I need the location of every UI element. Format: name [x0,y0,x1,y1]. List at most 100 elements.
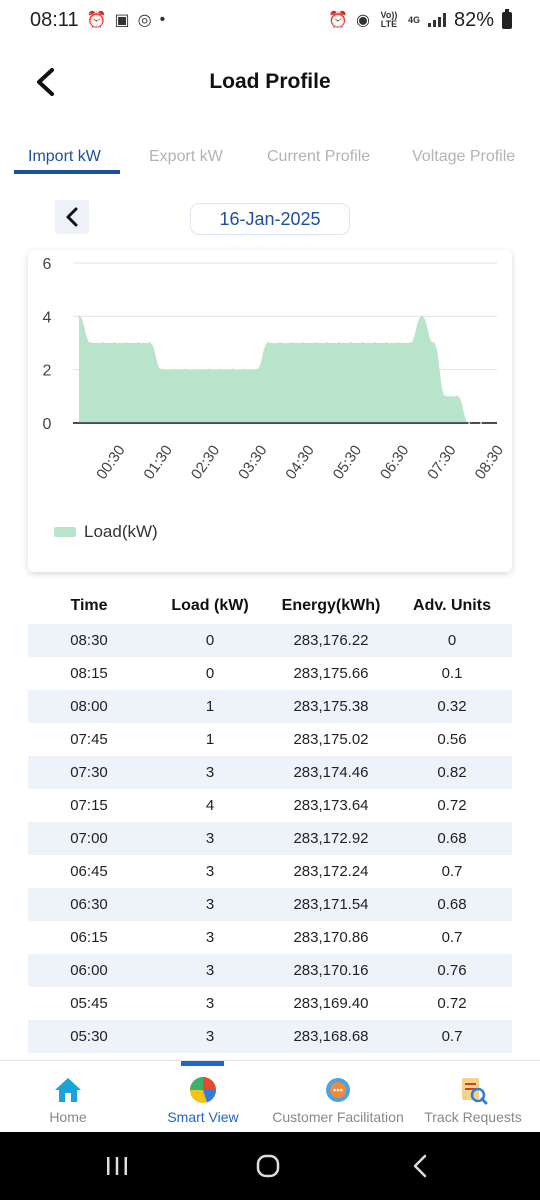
cell-energy: 283,168.68 [293,1028,369,1045]
cell-load: 3 [205,830,215,847]
column-header-load: Load (kW) [171,597,249,614]
back-system-button[interactable] [402,1150,438,1182]
table-row: 06:45 3 283,172.24 0.7 [28,855,512,888]
nav-smart-view[interactable]: Smart View [158,1061,248,1133]
cell-time: 08:30 [70,632,108,649]
cell-energy: 283,173.64 [293,797,369,814]
cell-energy: 283,171.54 [293,896,369,913]
cell-adv-units: 0 [447,632,457,649]
cell-time: 05:30 [70,1028,108,1045]
dot-icon: • [159,11,166,28]
nav-track-requests-label: Track Requests [424,1109,522,1125]
hotspot-icon: ◉ [355,12,370,29]
cell-adv-units: 0.32 [437,698,467,715]
home-circle-icon [256,1154,280,1178]
cell-adv-units: 0.72 [437,995,467,1012]
tab-import-kw[interactable]: Import kW [28,148,101,165]
cell-load: 0 [205,632,215,649]
alarm-icon: ⏰ [328,12,348,29]
table-row: 07:15 4 283,173.64 0.72 [28,789,512,822]
cell-time: 05:45 [70,995,108,1012]
recent-apps-button[interactable] [99,1150,135,1182]
instagram-icon: ◎ [137,12,152,29]
chevron-left-icon [66,207,78,227]
support-icon [322,1075,354,1105]
column-header-time: Time [70,597,108,614]
cell-load: 3 [205,962,215,979]
cell-time: 07:00 [70,830,108,847]
nav-customer-facilitation[interactable]: Customer Facilitation [266,1061,410,1133]
cell-load: 3 [205,995,215,1012]
volte-icon: Vo)) LTE [380,10,398,29]
cell-load: 3 [205,863,215,880]
cell-energy: 283,170.86 [293,929,369,946]
cell-load: 3 [205,929,215,946]
cell-adv-units: 0.7 [441,1028,463,1045]
cell-adv-units: 0.7 [441,863,463,880]
cell-time: 06:00 [70,962,108,979]
cell-adv-units: 0.82 [437,764,467,781]
table-row: 05:45 3 283,169.40 0.72 [28,987,512,1020]
tab-export-kw[interactable]: Export kW [149,148,223,165]
tab-current-profile[interactable]: Current Profile [267,148,371,165]
cell-energy: 283,175.38 [293,698,369,715]
cell-load: 0 [205,665,215,682]
cell-adv-units: 0.56 [437,731,467,748]
previous-date-button[interactable] [55,200,89,234]
battery-percent: 82% [453,8,494,31]
tab-voltage-profile[interactable]: Voltage Profile [412,148,516,165]
cell-time: 08:00 [70,698,108,715]
load-chart-card: Load(kW) [28,250,512,572]
cell-time: 06:15 [70,929,108,946]
legend-label: Load(kW) [84,522,158,541]
table-row: 05:30 3 283,168.68 0.7 [28,1020,512,1053]
table-row: 06:00 3 283,170.16 0.76 [28,954,512,987]
cell-energy: 283,175.02 [293,731,369,748]
table-body: 08:30 0 283,176.22 0 08:15 0 283,175.66 0.1 08:0… [28,624,512,1053]
cell-time: 06:30 [70,896,108,913]
table-row: 08:00 1 283,175.38 0.32 [28,690,512,723]
cell-adv-units: 0.68 [437,830,467,847]
alarm-icon: ⏰ [86,12,107,29]
nav-home[interactable]: Home [28,1061,108,1133]
cell-energy: 283,172.92 [293,830,369,847]
cell-energy: 283,169.40 [293,995,369,1012]
nav-smart-view-label: Smart View [167,1109,239,1125]
back-chevron-icon [413,1154,427,1178]
table-row: 06:30 3 283,171.54 0.68 [28,888,512,921]
back-button[interactable] [30,67,60,97]
status-time: 08:11 [30,8,79,31]
signal-icon [427,13,446,27]
table-row: 07:30 3 283,174.46 0.82 [28,756,512,789]
date-selector: 16-Jan-2025 [0,200,540,240]
table-header: Time Load (kW) Energy(kWh) Adv. Units [28,588,512,624]
cell-load: 1 [205,698,215,715]
track-requests-icon [457,1075,489,1105]
cell-energy: 283,176.22 [293,632,369,649]
cell-adv-units: 0.1 [441,665,463,682]
status-bar: 08:11 ⏰ ▣ ◎ • ⏰ ◉ Vo)) LTE 4G 82% [0,0,540,40]
cell-load: 3 [205,1028,215,1045]
cell-adv-units: 0.68 [437,896,467,913]
bottom-navigation: Home Smart View Customer Facilitation [0,1060,540,1132]
cell-load: 1 [205,731,215,748]
header: Load Profile [0,55,540,111]
tab-bar: Import kW Export kW Current Profile Volt… [0,140,540,176]
cell-adv-units: 0.72 [437,797,467,814]
cell-load: 3 [205,896,215,913]
cell-energy: 283,170.16 [293,962,369,979]
date-display[interactable]: 16-Jan-2025 [190,203,350,235]
column-header-adv-units: Adv. Units [413,597,491,614]
nav-customer-facilitation-label: Customer Facilitation [272,1109,404,1125]
battery-icon [502,8,512,29]
nav-track-requests[interactable]: Track Requests [420,1061,526,1133]
home-system-button[interactable] [250,1150,286,1182]
cell-energy: 283,172.24 [293,863,369,880]
chevron-left-icon [37,68,54,96]
cell-time: 07:15 [70,797,108,814]
legend-swatch [54,527,76,537]
cell-time: 08:15 [70,665,108,682]
table-row: 07:45 1 283,175.02 0.56 [28,723,512,756]
page-title: Load Profile [209,70,331,93]
table-row: 08:30 0 283,176.22 0 [28,624,512,657]
